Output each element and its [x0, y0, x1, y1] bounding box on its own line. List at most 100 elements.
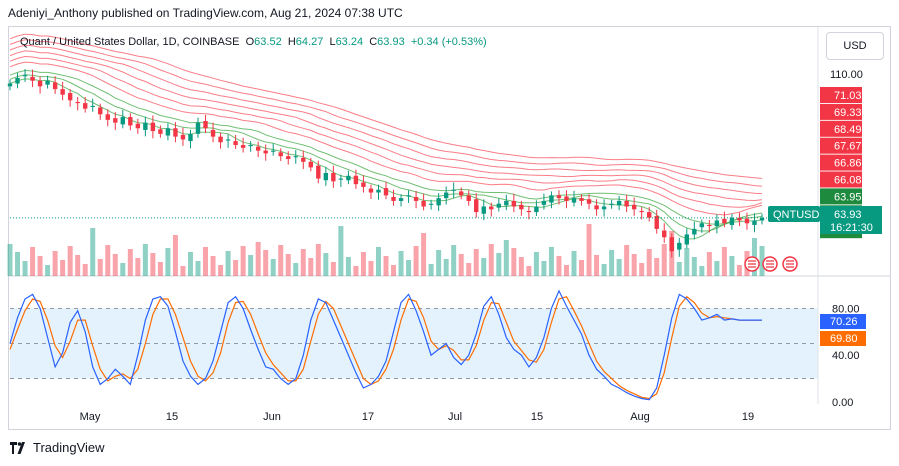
volume-bar — [353, 266, 359, 276]
volume-bar — [676, 262, 682, 276]
candle-body — [496, 203, 501, 208]
volume-bar — [105, 245, 111, 276]
candle-body — [428, 203, 434, 205]
time-tick: May — [80, 411, 101, 423]
candle-body — [293, 156, 298, 158]
volume-bar — [398, 251, 404, 276]
candle-body — [383, 188, 389, 196]
candle-body — [301, 157, 306, 162]
volume-bar — [496, 253, 502, 276]
brand-text: TradingView — [33, 440, 105, 455]
currency-button[interactable]: USD — [826, 32, 884, 60]
volume-bar — [345, 257, 351, 276]
candle-body — [135, 123, 141, 129]
candle-body — [421, 200, 426, 207]
candle-body — [180, 134, 186, 140]
candle-body — [368, 188, 374, 193]
price-label-text: 68.49 — [834, 124, 862, 136]
event-stripes — [766, 260, 774, 268]
volume-bar — [165, 248, 171, 276]
candle-body — [338, 178, 344, 180]
candle-body — [98, 107, 103, 115]
candle-body — [752, 220, 757, 225]
volume-bar — [654, 258, 660, 276]
volume-bar — [218, 265, 224, 276]
volume-bar — [330, 262, 336, 276]
volume-bar — [503, 240, 509, 276]
candle-body — [323, 172, 329, 181]
change-value: +0.34 (+0.53%) — [410, 36, 487, 48]
candle-body — [654, 216, 659, 229]
tradingview-brand[interactable]: TradingView — [10, 440, 105, 455]
price-label-box — [820, 103, 862, 120]
volume-bar — [721, 247, 727, 276]
candle-body — [188, 133, 193, 142]
candle-body — [631, 204, 637, 210]
price-label: 71.03 — [820, 87, 862, 103]
volume-bar — [548, 247, 554, 276]
price-label: 67.67 — [820, 137, 862, 154]
volume-bar — [488, 244, 494, 276]
volume-bar — [443, 259, 449, 276]
tradingview-logo-icon — [10, 441, 25, 454]
price-label-box — [820, 171, 862, 188]
candle-body — [699, 223, 705, 228]
volume-bar — [285, 254, 291, 276]
volume-bar — [375, 247, 381, 276]
volume-bar — [112, 254, 118, 276]
volume-bar — [631, 254, 637, 276]
candle-body — [759, 217, 765, 221]
candle-body — [549, 195, 554, 203]
candle-body — [662, 230, 667, 238]
price-label-box — [820, 188, 862, 205]
volume-bar — [293, 263, 299, 276]
candle-body — [436, 198, 441, 206]
candle-body — [722, 218, 727, 224]
volume-bar — [691, 257, 697, 276]
volume-bar — [579, 260, 585, 276]
countdown-text: 16:21:30 — [830, 222, 873, 234]
candle-body — [684, 234, 689, 245]
volume-bar — [669, 231, 675, 276]
volume-bar — [684, 248, 690, 276]
volume-bar — [421, 233, 427, 276]
volume-bar — [45, 265, 51, 276]
candle-body — [616, 200, 622, 206]
candle-body — [52, 82, 58, 90]
volume-bar — [22, 261, 28, 276]
volume-bar — [481, 258, 487, 276]
volume-bar — [759, 246, 765, 276]
candle-body — [707, 224, 712, 227]
candle-body — [526, 210, 532, 213]
candle-body — [451, 189, 456, 191]
volume-bar — [225, 251, 231, 276]
price-pane — [7, 33, 890, 277]
candle-body — [218, 136, 223, 143]
volume-bar — [127, 249, 133, 276]
volume-bar — [466, 263, 472, 276]
candle-body — [255, 146, 261, 151]
volume-bar — [473, 249, 479, 276]
candle-body — [346, 175, 351, 181]
volume-bar — [270, 259, 276, 276]
time-tick: 15 — [531, 411, 543, 423]
volume-bar — [157, 262, 163, 276]
volume-bar — [75, 255, 81, 276]
symbol-tag-text: QNTUSD — [773, 209, 820, 221]
symbol-legend[interactable]: Quant / United States Dollar, 1D, COINBA… — [20, 36, 487, 48]
volume-bar — [360, 252, 366, 276]
candle-body — [83, 103, 88, 109]
volume-bar — [511, 248, 517, 276]
volume-bar — [180, 266, 186, 276]
volume-bar — [556, 256, 562, 276]
price-label: 68.49 — [820, 120, 862, 137]
volume-bar — [82, 264, 88, 276]
candle-body — [391, 197, 396, 201]
candle-body — [105, 114, 110, 120]
candle-body — [120, 117, 125, 125]
volume-bar — [736, 265, 742, 276]
event-stripes — [786, 260, 794, 268]
volume-bar — [413, 246, 419, 276]
candle-body — [60, 89, 65, 95]
